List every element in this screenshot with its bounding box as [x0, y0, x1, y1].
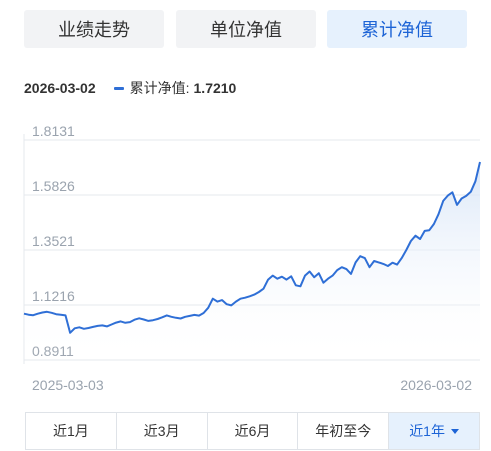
- x-tick-label: 2025-03-03: [32, 377, 104, 393]
- range-3m-button[interactable]: 近3月: [117, 413, 208, 449]
- tab-label: 累计净值: [361, 20, 433, 40]
- range-6m-button[interactable]: 近6月: [208, 413, 299, 449]
- range-label: 年初至今: [315, 423, 372, 439]
- tab-label: 单位净值: [210, 20, 282, 40]
- range-1m-button[interactable]: 近1月: [26, 413, 117, 449]
- range-label: 近1月: [53, 423, 89, 439]
- y-tick-label: 1.8131: [32, 123, 75, 139]
- range-label: 近1年: [409, 423, 445, 439]
- y-tick-label: 1.5826: [32, 178, 75, 194]
- range-label: 近3月: [143, 423, 180, 439]
- tab-unit-nav[interactable]: 单位净值: [176, 10, 316, 48]
- range-ytd-button[interactable]: 年初至今: [298, 413, 390, 449]
- tab-bar: 业绩走势 单位净值 累计净值: [0, 0, 491, 60]
- chevron-down-icon: [450, 428, 459, 434]
- legend-series-label: 累计净值:: [129, 80, 190, 96]
- legend-date: 2026-03-02: [24, 80, 96, 96]
- range-1y-dropdown[interactable]: 近1年: [389, 413, 479, 449]
- tab-performance-trend[interactable]: 业绩走势: [24, 10, 164, 48]
- series-line: [23, 161, 481, 334]
- y-tick-label: 1.1216: [32, 288, 75, 304]
- y-tick-label: 1.3521: [32, 233, 75, 249]
- legend-swatch: [113, 86, 124, 90]
- range-label: 近6月: [234, 423, 271, 439]
- tab-cumulative-nav[interactable]: 累计净值: [327, 10, 467, 48]
- series-area: [24, 162, 480, 364]
- legend-series-value: 1.7210: [193, 80, 237, 96]
- range-selector: 近1月 近3月 近6月 年初至今 近1年: [25, 412, 480, 450]
- chart-legend: 2026-03-02 累计净值: 1.7210: [24, 78, 236, 98]
- nav-chart[interactable]: 1.81311.58261.35211.12160.89112025-03-03…: [0, 118, 491, 400]
- x-tick-label: 2026-03-02: [400, 377, 472, 393]
- tab-label: 业绩走势: [58, 20, 130, 40]
